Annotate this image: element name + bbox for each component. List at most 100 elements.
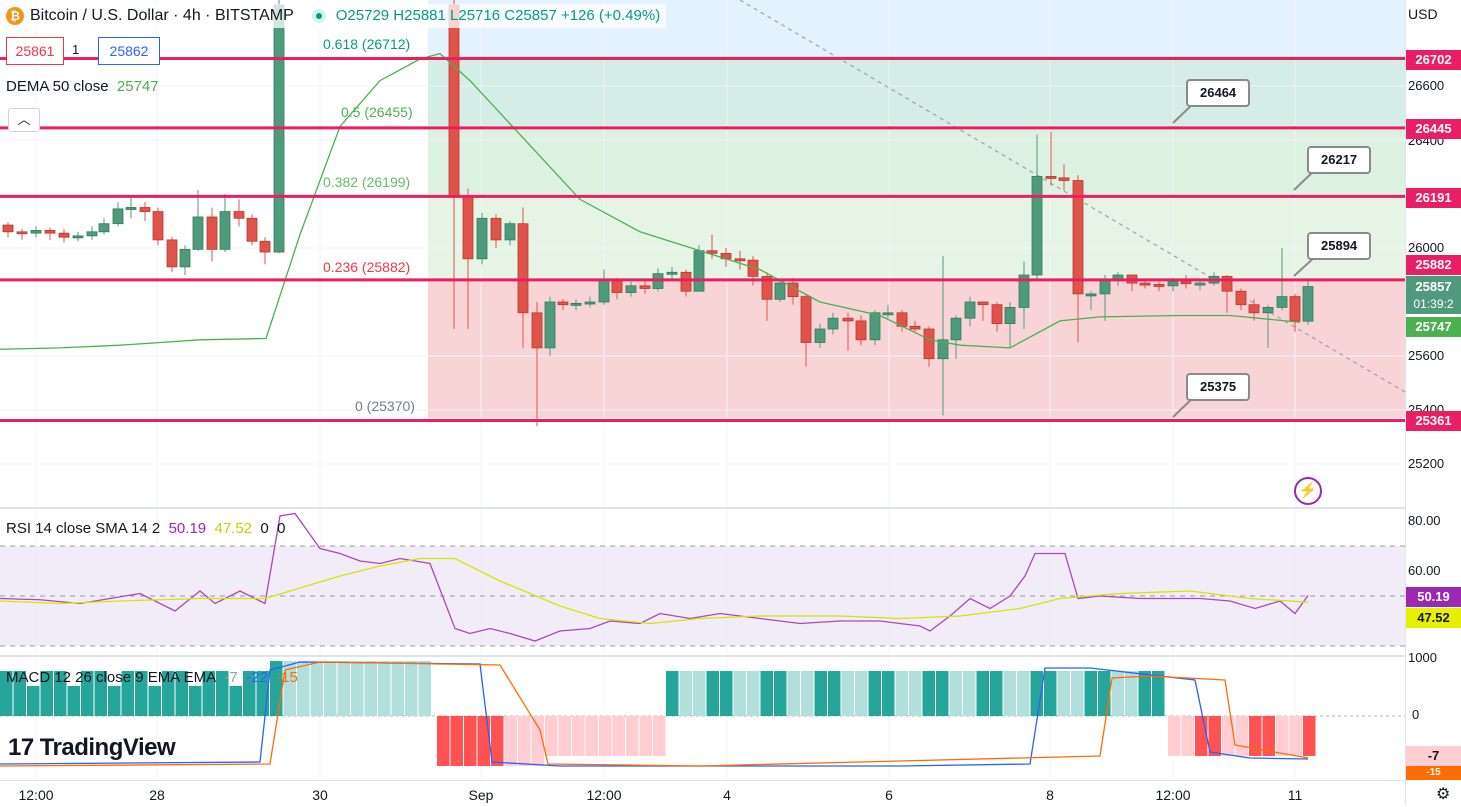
candle-body — [1194, 282, 1206, 286]
chevron-up-icon: ︿ — [17, 112, 31, 127]
candle-body — [1289, 296, 1301, 322]
sell-button[interactable]: 25861 — [6, 37, 64, 65]
macd-histogram-bar — [545, 716, 558, 756]
spread-value: 1 — [72, 42, 80, 57]
candle-body — [544, 301, 556, 349]
candle-body — [2, 224, 14, 233]
macd-histogram-bar — [189, 686, 202, 716]
last-price-tag: 25857 01:39:2 — [1406, 276, 1461, 314]
candle-body — [680, 271, 692, 292]
tv-logo-icon: 17 — [8, 734, 34, 761]
price-scale-label: 26600 — [1408, 78, 1445, 93]
candle-body — [625, 285, 637, 293]
macd-histogram-bar — [1276, 716, 1289, 756]
candle-body — [206, 216, 218, 250]
price-scale-label: 25200 — [1408, 456, 1445, 471]
collapse-legend-button[interactable]: ︿ — [8, 108, 40, 132]
macd-histogram-bar — [351, 661, 364, 716]
macd-histogram-bar — [1098, 671, 1111, 716]
rsi-sma-tag: 47.52 — [1406, 608, 1461, 628]
buy-button[interactable]: 25862 — [98, 37, 160, 65]
fib-label-05: 0.5 (26455) — [341, 104, 413, 120]
macd-histogram-bar — [229, 686, 242, 716]
price-chart[interactable] — [0, 0, 1405, 780]
price-callout-26464[interactable]: 26464 — [1186, 79, 1251, 107]
price-callout-25894[interactable]: 25894 — [1307, 232, 1372, 260]
candle-body — [166, 239, 178, 268]
time-tick: Sep — [468, 787, 494, 803]
macd-histogram-bar — [1249, 716, 1262, 756]
candle-body — [448, 4, 460, 198]
settings-gear-icon[interactable]: ⚙ — [1436, 786, 1451, 803]
macd-histogram-bar — [283, 661, 296, 716]
bitcoin-icon: ₿ — [6, 6, 24, 25]
macd-histogram-bar — [40, 671, 53, 716]
candle-body — [761, 275, 773, 300]
candle-body — [517, 223, 529, 314]
rsi-legend[interactable]: RSI 14 close SMA 14 2 50.19 47.52 0 0 — [6, 520, 285, 537]
macd-histogram-bar — [706, 671, 719, 716]
tradingview-logo[interactable]: 17 TradingView — [8, 734, 176, 762]
fib-label-0: 0 (25370) — [355, 398, 415, 414]
line-tag-26445: 26445 — [1406, 119, 1461, 139]
macd-histogram-bar — [814, 671, 827, 716]
lightning-icon[interactable]: ⚡ — [1294, 477, 1322, 505]
macd-histogram-bar — [1181, 716, 1194, 756]
candle-body — [1276, 296, 1288, 308]
candle-body — [179, 248, 191, 268]
macd-histogram-bar — [895, 671, 908, 716]
candle-body — [1031, 176, 1043, 276]
time-axis[interactable]: 12:00 28 30 Sep 12:00 4 6 8 12:00 11 — [0, 780, 1405, 807]
macd-value: -22 — [246, 669, 268, 686]
macd-histogram-bar — [1017, 671, 1030, 716]
macd-histogram-bar — [990, 671, 1003, 716]
candle-body — [1018, 274, 1030, 308]
candle-body — [964, 301, 976, 319]
currency-button[interactable]: USD — [1408, 6, 1438, 22]
macd-histogram-bar — [464, 716, 477, 766]
macd-histogram-bar — [855, 671, 868, 716]
macd-histogram-bar — [828, 671, 841, 716]
candle-body — [531, 312, 543, 349]
candle-body — [259, 240, 271, 253]
symbol-title[interactable]: Bitcoin / U.S. Dollar · 4h · BITSTAMP — [30, 7, 294, 24]
macd-histogram-bar — [81, 671, 94, 716]
macd-histogram-bar — [27, 686, 40, 716]
rsi-sma-value: 47.52 — [214, 520, 253, 537]
macd-histogram-bar — [378, 661, 391, 716]
candle-body — [1099, 279, 1111, 295]
macd-histogram-bar — [585, 716, 598, 756]
dema-legend[interactable]: DEMA 50 close 25747 — [6, 78, 159, 95]
macd-histogram-bar — [693, 671, 706, 716]
macd-histogram-bar — [760, 671, 773, 716]
macd-histogram-bar — [418, 661, 431, 716]
candle-body — [800, 296, 812, 343]
candle-body — [611, 279, 623, 293]
candle-body — [1072, 180, 1084, 295]
dema-tag: 25747 — [1406, 317, 1461, 337]
macd-histogram-bar — [1195, 716, 1208, 756]
macd-histogram-bar — [882, 671, 895, 716]
price-callout-26217[interactable]: 26217 — [1307, 146, 1372, 174]
macd-signal-line — [0, 661, 1309, 767]
price-callout-25375[interactable]: 25375 — [1186, 373, 1251, 401]
candle-body — [86, 231, 98, 237]
dema-value: 25747 — [116, 78, 159, 95]
rsi-line — [0, 512, 1309, 642]
candle-body — [706, 250, 718, 254]
candle-body — [1248, 304, 1260, 314]
rsi-sma-line — [0, 557, 1309, 625]
candle-body — [814, 328, 826, 343]
candle-body — [152, 211, 164, 241]
candle-body — [977, 301, 989, 306]
macd-histogram-bar — [599, 716, 612, 756]
macd-histogram-bar — [787, 671, 800, 716]
rsi-extra-1: 0 — [260, 520, 269, 537]
candle-body — [1302, 286, 1314, 322]
macd-scale-label: 0 — [1412, 707, 1420, 722]
macd-legend[interactable]: MACD 12 26 close 9 EMA EMA -7 -22 -15 — [6, 669, 298, 686]
macd-histogram-bar — [135, 671, 148, 716]
macd-histogram-bar — [1111, 671, 1124, 716]
macd-scale-label: 1000 — [1408, 650, 1437, 665]
macd-histogram-bar — [1168, 716, 1181, 756]
